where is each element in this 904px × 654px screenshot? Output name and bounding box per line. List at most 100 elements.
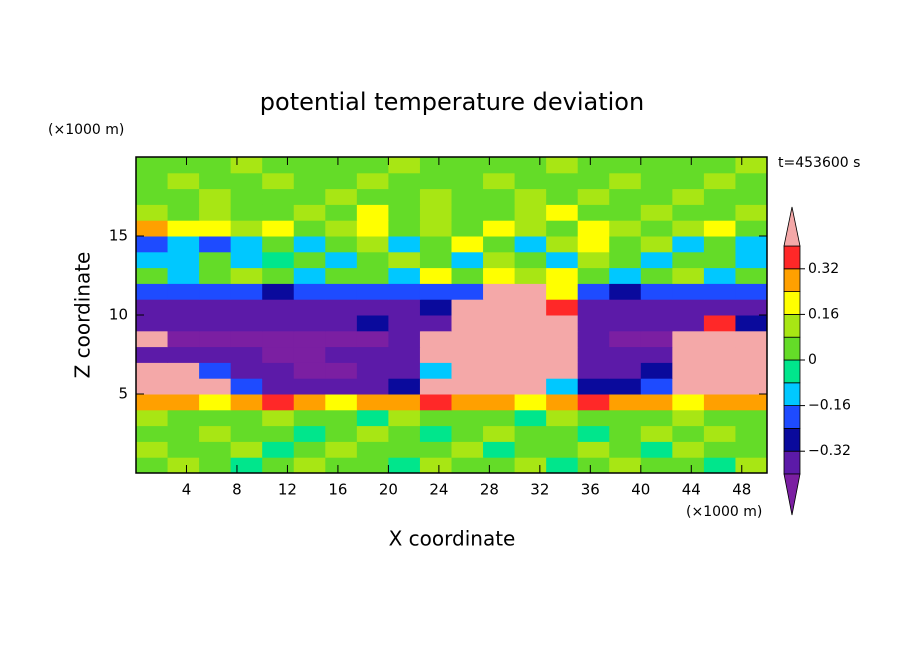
- contour-cell: [672, 172, 705, 190]
- contour-cell: [640, 220, 673, 237]
- contour-cell: [293, 362, 326, 379]
- contour-cell: [672, 425, 705, 442]
- contour-cell: [703, 346, 736, 363]
- contour-cell: [293, 220, 326, 237]
- contour-cell: [293, 346, 326, 363]
- contour-cell: [640, 330, 673, 348]
- contour-cell: [262, 299, 295, 316]
- contour-cell: [735, 346, 768, 363]
- contour-cell: [609, 188, 642, 205]
- colorbar-band: [783, 268, 801, 292]
- contour-cell: [672, 330, 705, 348]
- contour-cell: [703, 457, 736, 474]
- contour-cell: [419, 204, 452, 221]
- contour-cell: [609, 157, 642, 174]
- contour-cell: [136, 394, 169, 411]
- contour-cell: [293, 251, 326, 269]
- contour-cell: [199, 394, 232, 411]
- contour-cell: [483, 236, 516, 253]
- contour-cell: [514, 283, 547, 300]
- contour-cell: [167, 457, 200, 474]
- contour-cell: [167, 283, 200, 300]
- contour-cell: [577, 172, 610, 190]
- contour-cell: [388, 409, 421, 427]
- contour-cell: [325, 346, 358, 363]
- contour-cell: [167, 441, 200, 458]
- contour-cell: [419, 346, 452, 363]
- contour-cell: [262, 267, 295, 284]
- colorbar-band: [783, 450, 801, 475]
- x-tick-label: 32: [530, 481, 549, 499]
- contour-cell: [609, 362, 642, 379]
- contour-cell: [419, 172, 452, 190]
- contour-cell: [672, 346, 705, 363]
- contour-cell: [136, 315, 169, 332]
- contour-cell: [672, 267, 705, 284]
- contour-cell: [577, 267, 610, 284]
- contour-cell: [388, 330, 421, 348]
- contour-cell: [546, 299, 579, 316]
- contour-cell: [735, 394, 768, 411]
- contour-cell: [293, 157, 326, 174]
- contour-cell: [230, 188, 263, 205]
- contour-cell: [546, 441, 579, 458]
- contour-cell: [167, 425, 200, 442]
- contour-cell: [483, 299, 516, 316]
- contour-cell: [703, 157, 736, 174]
- contour-cell: [419, 378, 452, 395]
- contour-cell: [199, 188, 232, 205]
- colorbar-tick-label: −0.16: [808, 398, 851, 414]
- contour-cell: [546, 346, 579, 363]
- contour-cell: [388, 283, 421, 300]
- contour-cell: [514, 236, 547, 253]
- contour-cell: [262, 188, 295, 205]
- contour-cell: [640, 315, 673, 332]
- contour-cell: [451, 394, 484, 411]
- contour-cell: [514, 315, 547, 332]
- contour-cell: [609, 204, 642, 221]
- contour-cell: [356, 267, 389, 284]
- contour-cell: [703, 409, 736, 427]
- contour-cell: [199, 204, 232, 221]
- contour-cell: [577, 283, 610, 300]
- contour-cell: [735, 441, 768, 458]
- contour-cell: [167, 157, 200, 174]
- colorbar-tick-label: 0.16: [808, 306, 839, 322]
- contour-cell: [167, 204, 200, 221]
- contour-cell: [514, 172, 547, 190]
- contour-cell: [514, 157, 547, 174]
- contour-cell: [609, 236, 642, 253]
- contour-cell: [262, 236, 295, 253]
- contour-cell: [136, 362, 169, 379]
- x-tick-label: 44: [682, 481, 701, 499]
- contour-cell: [546, 172, 579, 190]
- contour-cell: [325, 157, 358, 174]
- contour-cell: [609, 283, 642, 300]
- contour-cell: [136, 378, 169, 395]
- contour-cell: [483, 283, 516, 300]
- contour-cell: [167, 394, 200, 411]
- contour-cell: [483, 220, 516, 237]
- contour-cell: [640, 409, 673, 427]
- contour-cell: [167, 299, 200, 316]
- contour-cell: [735, 236, 768, 253]
- contour-cell: [546, 457, 579, 474]
- contour-cell: [199, 409, 232, 427]
- contour-cell: [167, 172, 200, 190]
- contour-cell: [514, 330, 547, 348]
- contour-cell: [483, 394, 516, 411]
- contour-cell: [735, 409, 768, 427]
- contour-cell: [325, 299, 358, 316]
- contour-cell: [609, 346, 642, 363]
- x-tick-label: 20: [379, 481, 398, 499]
- contour-cell: [230, 425, 263, 442]
- y-tick-label: 10: [109, 306, 128, 324]
- contour-cell: [672, 220, 705, 237]
- contour-cell: [356, 251, 389, 269]
- contour-cell: [640, 346, 673, 363]
- contour-cell: [735, 204, 768, 221]
- contour-cell: [262, 283, 295, 300]
- contour-cell: [356, 283, 389, 300]
- contour-cell: [703, 188, 736, 205]
- contour-cell: [735, 457, 768, 474]
